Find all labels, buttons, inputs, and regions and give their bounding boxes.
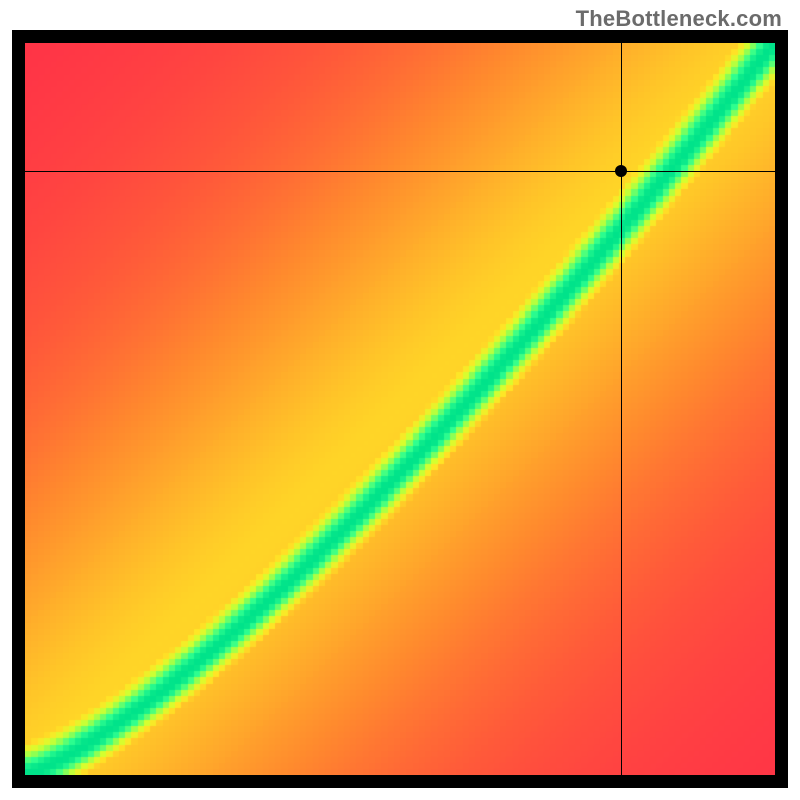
watermark-text: TheBottleneck.com bbox=[576, 6, 782, 32]
crosshair-horizontal bbox=[25, 171, 775, 172]
plot-frame bbox=[12, 30, 788, 788]
plot-area bbox=[25, 43, 775, 775]
chart-container: TheBottleneck.com bbox=[0, 0, 800, 800]
crosshair-point[interactable] bbox=[615, 165, 627, 177]
crosshair-vertical bbox=[621, 43, 622, 775]
bottleneck-heatmap bbox=[25, 43, 775, 775]
